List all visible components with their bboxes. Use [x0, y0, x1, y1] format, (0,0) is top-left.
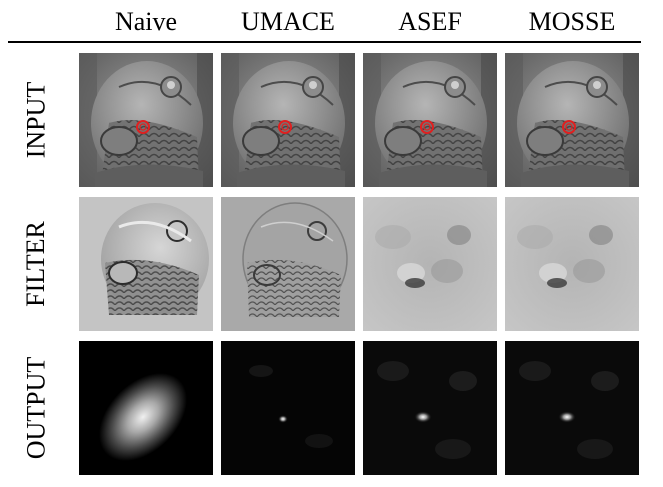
output-image-graphic: [505, 341, 639, 475]
input-image-graphic: [363, 53, 497, 187]
filter-image-graphic: [221, 197, 355, 331]
column-header-umace: UMACE: [241, 7, 335, 36]
input-image-umace: [221, 53, 355, 187]
input-image-graphic: [221, 53, 355, 187]
row-label-input-text: INPUT: [21, 81, 50, 159]
input-image-asef: [363, 53, 497, 187]
input-image-graphic: [505, 53, 639, 187]
output-image-mosse: [505, 341, 639, 475]
output-image-graphic: [79, 341, 213, 475]
row-label-output: OUTPUT: [0, 341, 72, 475]
output-image-graphic: [363, 341, 497, 475]
input-image-naive: [79, 53, 213, 187]
column-header-asef: ASEF: [398, 7, 462, 36]
output-image-naive: [79, 341, 213, 475]
filter-image-graphic: [79, 197, 213, 331]
row-label-input: INPUT: [0, 53, 72, 187]
filter-image-graphic: [363, 197, 497, 331]
filter-image-graphic: [505, 197, 639, 331]
filter-image-mosse: [505, 197, 639, 331]
filter-image-asef: [363, 197, 497, 331]
row-label-filter-text: FILTER: [21, 221, 50, 307]
filter-image-naive: [79, 197, 213, 331]
header-rule: [8, 41, 641, 43]
input-image-mosse: [505, 53, 639, 187]
input-image-graphic: [79, 53, 213, 187]
row-label-filter: FILTER: [0, 197, 72, 331]
row-label-output-text: OUTPUT: [21, 356, 50, 460]
output-image-umace: [221, 341, 355, 475]
column-header-naive: Naive: [114, 7, 178, 36]
filter-image-umace: [221, 197, 355, 331]
output-image-asef: [363, 341, 497, 475]
output-image-graphic: [221, 341, 355, 475]
column-header-mosse: MOSSE: [528, 7, 616, 36]
